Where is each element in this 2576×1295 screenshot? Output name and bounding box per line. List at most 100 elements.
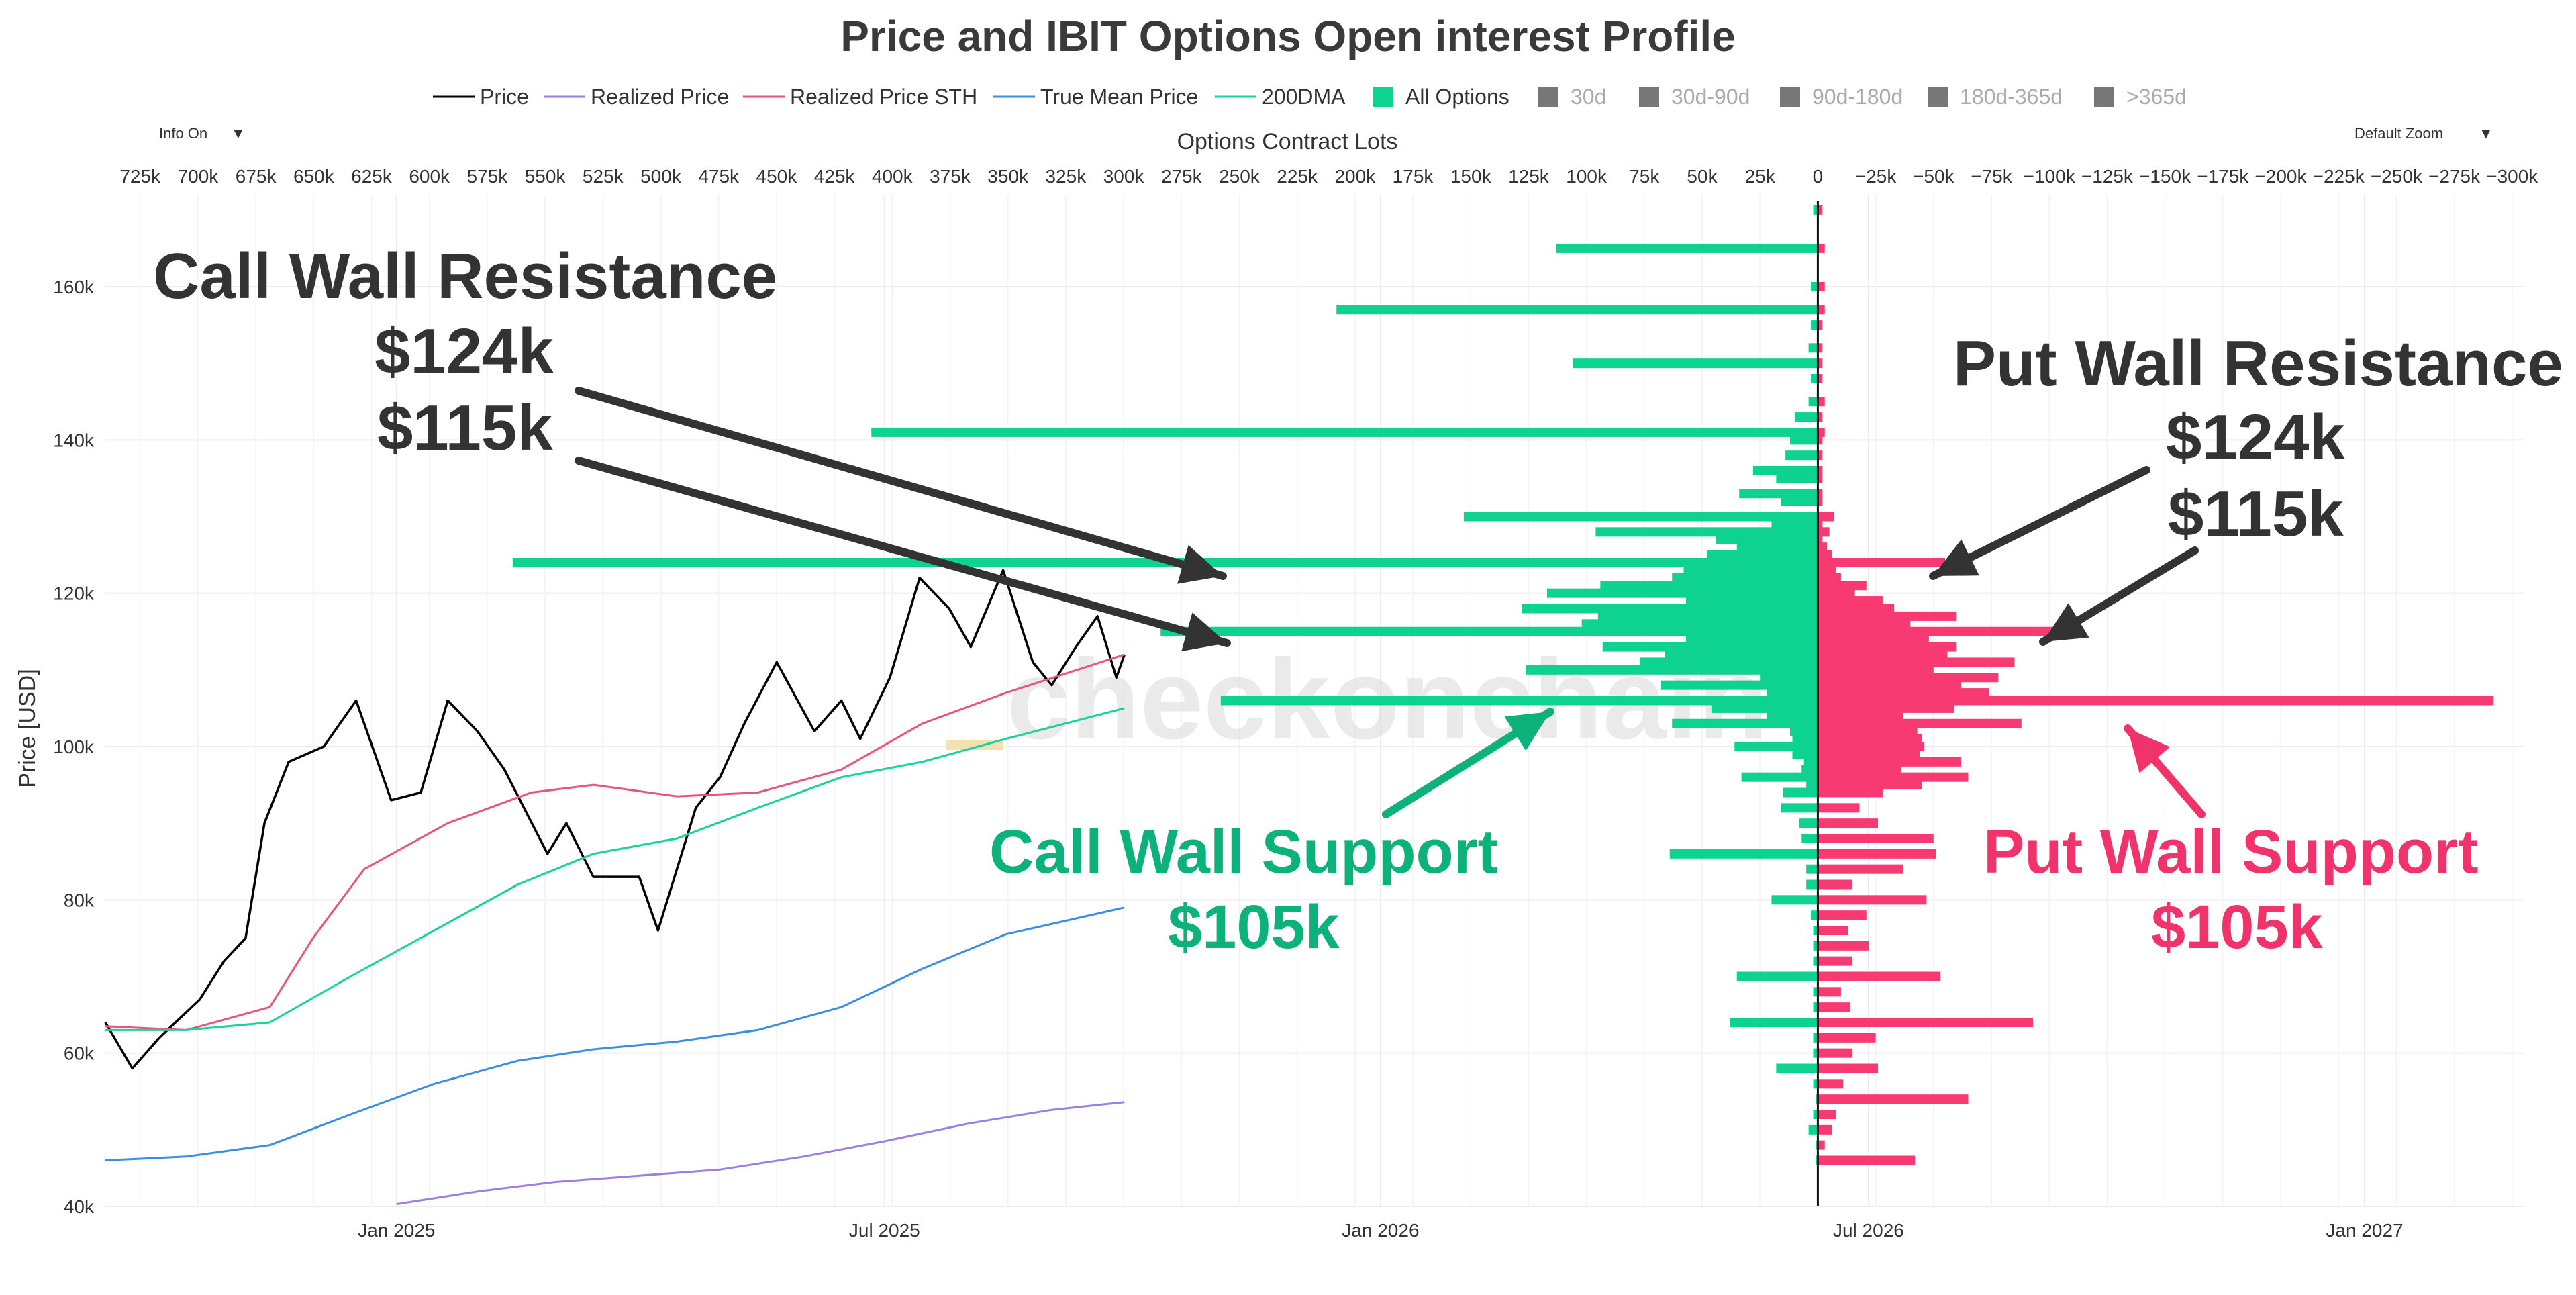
bar-call-106000 (1220, 696, 1818, 706)
bar-call-109000 (1760, 673, 1818, 683)
bar-call-160000 (1811, 282, 1818, 291)
lots-tick-label: 125k (1508, 166, 1550, 187)
legend-label: All Options (1405, 85, 1509, 109)
bar-put-74000 (1818, 941, 1869, 951)
bar-put-72000 (1818, 956, 1853, 966)
legend-swatch-box (1780, 87, 1800, 107)
lots-tick-label: −25k (1855, 166, 1897, 187)
lots-tick-label: 0 (1813, 166, 1824, 187)
bar-call-80000 (1771, 895, 1818, 905)
bar-put-100000 (1818, 742, 1925, 751)
y-tick-label: 140k (53, 430, 95, 450)
x-tick-label: Jan 2025 (358, 1220, 435, 1241)
lots-tick-label: 425k (814, 166, 856, 187)
bar-put-101000 (1818, 734, 1922, 744)
lots-tick-label: 625k (351, 166, 393, 187)
bar-call-129000 (1771, 519, 1818, 529)
call-wall-resistance-115: $115k (377, 392, 553, 464)
bar-call-150000 (1572, 358, 1818, 369)
bar-call-119000 (1685, 596, 1818, 606)
lots-tick-label: 700k (178, 166, 219, 187)
x-tick-label: Jan 2026 (1342, 1220, 1419, 1241)
bar-put-119000 (1818, 596, 1883, 606)
lots-tick-label: −225k (2313, 166, 2365, 187)
lots-tick-label: −275k (2428, 166, 2481, 187)
lots-tick-label: 275k (1161, 166, 1203, 187)
bar-call-92000 (1781, 803, 1818, 813)
bar-put-112000 (1818, 650, 1948, 659)
lots-tick-label: 50k (1687, 166, 1718, 187)
bar-call-62000 (1813, 1033, 1818, 1043)
lots-tick-label: 375k (930, 166, 971, 187)
bar-put-141000 (1818, 427, 1825, 437)
bar-call-100000 (1734, 742, 1818, 751)
bar-call-99000 (1792, 749, 1818, 759)
bar-call-155000 (1811, 320, 1818, 330)
bar-put-170000 (1818, 205, 1823, 215)
lots-tick-label: 100k (1566, 166, 1607, 187)
lots-tick-label: 550k (525, 166, 566, 187)
bar-put-133000 (1818, 489, 1823, 499)
bar-put-121000 (1818, 581, 1867, 591)
bar-call-107000 (1767, 688, 1818, 698)
bar-put-109000 (1818, 673, 1999, 683)
bar-put-117000 (1818, 611, 1957, 621)
legend-label: Realized Price STH (790, 85, 977, 109)
bar-put-80000 (1818, 895, 1927, 905)
lots-tick-label: 650k (293, 166, 335, 187)
bar-call-128000 (1595, 527, 1818, 537)
bar-call-130000 (1463, 512, 1818, 522)
legend-swatch-box (1639, 87, 1659, 107)
bar-put-94000 (1818, 787, 1883, 798)
bar-call-115000 (1160, 626, 1818, 636)
x-tick-label: Jul 2026 (1833, 1220, 1904, 1241)
lots-tick-label: 325k (1045, 166, 1087, 187)
bar-call-66000 (1813, 1002, 1818, 1012)
bar-put-130000 (1818, 512, 1834, 522)
lots-tick-label: 200k (1334, 166, 1376, 187)
series-line-realized-price-sth (105, 653, 1125, 1031)
bar-put-157000 (1818, 305, 1825, 315)
call-sup-arrow-head (1504, 712, 1550, 751)
legend-swatch-box (2094, 87, 2114, 107)
zoom-select: Default Zoom (2355, 125, 2443, 142)
bar-call-126000 (1736, 542, 1818, 553)
legend-label: 30d (1571, 85, 1606, 109)
bar-put-48000 (1818, 1140, 1825, 1150)
lots-tick-label: 600k (409, 166, 450, 187)
bar-put-128000 (1818, 527, 1830, 537)
call-wall-support-105: $105k (1168, 893, 1340, 961)
bar-put-120000 (1818, 588, 1855, 598)
bar-call-56000 (1813, 1079, 1818, 1089)
bar-call-97000 (1801, 765, 1818, 775)
bar-put-132000 (1818, 496, 1823, 506)
bar-put-70000 (1818, 971, 1941, 981)
put-wall-support-105: $105k (2151, 893, 2324, 961)
y-tick-label: 80k (64, 890, 95, 910)
bar-call-48000 (1815, 1140, 1818, 1150)
bar-call-95000 (1806, 780, 1818, 790)
bar-call-121000 (1600, 581, 1818, 591)
bar-put-107000 (1818, 688, 1989, 698)
lots-tick-label: 300k (1103, 166, 1145, 187)
call-res-124-arrow-head (1177, 545, 1223, 584)
bar-put-78000 (1818, 910, 1867, 920)
bar-call-113000 (1602, 642, 1818, 652)
y-axis-title: Price [USD] (15, 669, 40, 788)
bar-put-165000 (1818, 243, 1825, 253)
bar-put-126000 (1818, 542, 1828, 553)
price-lines (104, 569, 1126, 1206)
lots-tick-label: −250k (2371, 166, 2423, 187)
lots-tick-label: 175k (1393, 166, 1434, 187)
bar-call-108000 (1660, 680, 1818, 690)
bar-put-122000 (1818, 573, 1841, 583)
x-tick-label: Jul 2025 (849, 1220, 920, 1241)
bar-call-122000 (1672, 573, 1818, 583)
lots-tick-label: −75k (1971, 166, 2012, 187)
series-line-price (104, 569, 1126, 1070)
header: Price and IBIT Options Open interest Pro… (159, 12, 2493, 142)
legend-label: 90d-180d (1812, 85, 1903, 109)
bar-call-96000 (1741, 772, 1818, 782)
x-tick-label: Jan 2027 (2326, 1220, 2403, 1241)
